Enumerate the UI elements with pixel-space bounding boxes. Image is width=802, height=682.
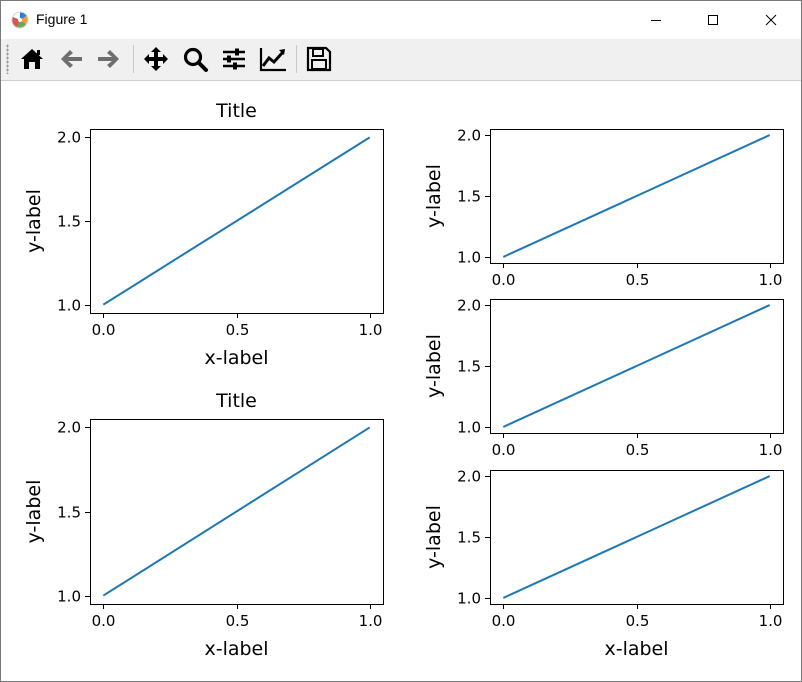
customize-button[interactable] <box>257 43 289 75</box>
series-line <box>102 426 371 597</box>
x-tick-label: 0.0 <box>492 441 516 459</box>
maximize-icon <box>708 15 718 25</box>
minimize-icon <box>651 20 661 21</box>
y-axis-label: y-label <box>423 334 445 398</box>
toolbar-separator <box>133 45 134 73</box>
axes-title: Title <box>215 100 257 122</box>
y-axis-label: y-label <box>23 480 45 544</box>
series-line <box>102 136 371 306</box>
arrow-left-icon <box>61 50 82 68</box>
series-line <box>502 475 771 599</box>
magnifier-icon <box>183 47 208 72</box>
subplot-1: 0.0 0.5 1.0 1.0 1.5 2.0 Title x-label y-label <box>23 100 384 369</box>
y-axis-label: y-label <box>23 189 45 253</box>
y-tick-label: 1.5 <box>457 529 481 547</box>
pan-button[interactable] <box>140 43 172 75</box>
toolbar-grip[interactable] <box>6 44 9 74</box>
maximize-button[interactable] <box>684 1 742 39</box>
x-axis-label: x-label <box>604 638 668 660</box>
y-tick-label: 2.0 <box>57 419 81 437</box>
x-tick-label: 0.0 <box>492 612 516 630</box>
y-tick-label: 2.0 <box>57 129 81 147</box>
y-tick-label: 1.5 <box>57 504 81 522</box>
close-button[interactable] <box>742 1 800 39</box>
subplot-2: 0.0 0.5 1.0 1.0 1.5 2.0 Title x-label y-label <box>23 390 384 660</box>
y-tick-label: 2.0 <box>457 127 481 145</box>
zoom-button[interactable] <box>179 43 211 75</box>
y-axis-label: y-label <box>423 164 445 228</box>
x-tick-label: 0.0 <box>92 612 116 630</box>
x-tick-label: 1.0 <box>759 612 783 630</box>
y-tick-label: 1.5 <box>457 188 481 206</box>
subplot-4: 0.0 0.5 1.0 1.0 1.5 2.0 y-label <box>423 297 784 459</box>
title-bar[interactable]: Figure 1 <box>1 1 801 39</box>
x-tick-label: 0.5 <box>626 441 650 459</box>
figure-canvas[interactable]: 0.0 0.5 1.0 1.0 1.5 2.0 Title x-label y-label 0.0… <box>1 81 801 681</box>
subplot-5: 0.0 0.5 1.0 1.0 1.5 2.0 x-label y-label <box>423 468 784 660</box>
series-line <box>502 304 771 428</box>
y-tick-label: 1.0 <box>457 249 481 267</box>
toolbar-separator <box>296 45 297 73</box>
navigation-toolbar <box>1 39 801 81</box>
subplots-button[interactable] <box>218 43 250 75</box>
matplotlib-logo-icon <box>11 11 29 29</box>
close-icon <box>765 14 777 26</box>
y-tick-label: 2.0 <box>457 297 481 315</box>
y-axis-label: y-label <box>423 505 445 569</box>
window-title: Figure 1 <box>36 11 88 27</box>
save-button[interactable] <box>303 43 335 75</box>
y-tick-label: 2.0 <box>457 468 481 486</box>
x-tick-label: 1.0 <box>759 271 783 289</box>
y-tick-label: 1.0 <box>457 419 481 437</box>
x-tick-label: 0.0 <box>92 321 116 339</box>
back-button[interactable] <box>55 43 87 75</box>
home-icon <box>21 49 43 69</box>
y-tick-label: 1.0 <box>57 297 81 315</box>
series-line <box>502 134 771 258</box>
axes-title: Title <box>215 390 257 412</box>
sliders-icon <box>223 48 245 70</box>
x-tick-label: 0.5 <box>626 271 650 289</box>
y-tick-label: 1.5 <box>57 213 81 231</box>
x-tick-label: 0.5 <box>626 612 650 630</box>
move-icon <box>144 47 168 71</box>
subplot-3: 0.0 0.5 1.0 1.0 1.5 2.0 y-label <box>423 127 784 289</box>
y-tick-label: 1.5 <box>457 358 481 376</box>
x-axis-label: x-label <box>204 638 268 660</box>
x-tick-label: 1.0 <box>359 612 383 630</box>
x-tick-label: 1.0 <box>359 321 383 339</box>
y-tick-label: 1.0 <box>57 588 81 606</box>
floppy-disk-icon <box>306 46 332 72</box>
forward-button[interactable] <box>93 43 125 75</box>
minimize-button[interactable] <box>627 1 685 39</box>
figure-svg: 0.0 0.5 1.01.01.52.0Titlex-labely-label0.0… <box>23 100 784 660</box>
line-chart-icon <box>259 48 286 72</box>
x-tick-label: 1.0 <box>759 441 783 459</box>
home-button[interactable] <box>16 43 48 75</box>
x-tick-label: 0.5 <box>226 321 250 339</box>
y-tick-label: 1.0 <box>457 590 481 608</box>
x-tick-label: 0.0 <box>492 271 516 289</box>
x-tick-label: 0.5 <box>226 612 250 630</box>
arrow-right-icon <box>98 50 119 68</box>
x-axis-label: x-label <box>204 347 268 369</box>
